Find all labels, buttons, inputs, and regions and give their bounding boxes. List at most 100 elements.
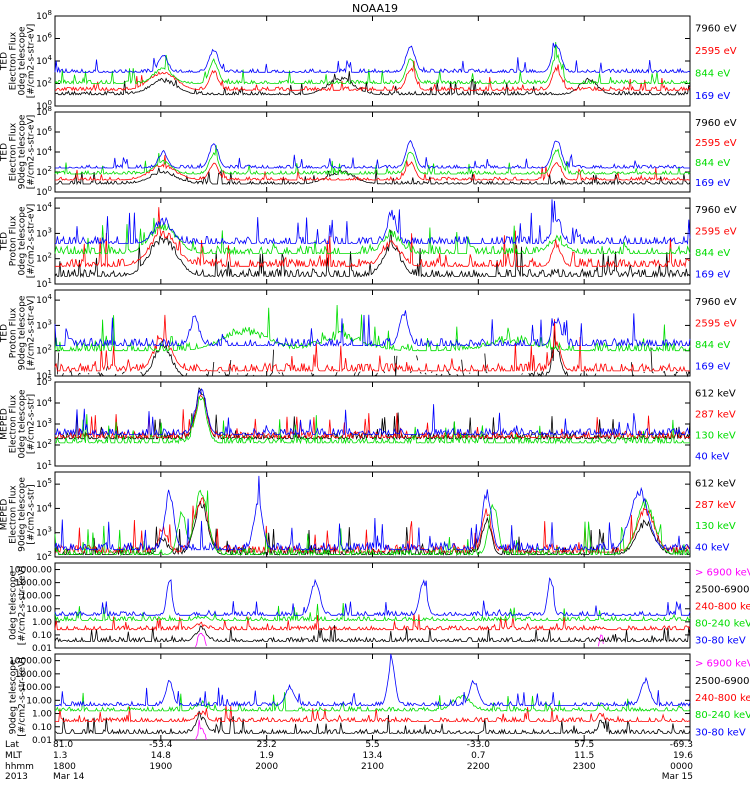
legend-entry: 40 keV <box>695 452 729 463</box>
y-axis-label: TEDElectron Flux90deg telescope[#/cm2-s-… <box>0 114 37 189</box>
series-trace <box>55 167 691 186</box>
ytick-label: 10.00 <box>26 696 52 706</box>
time-hhmm-label: 0000 <box>670 762 693 772</box>
ytick-label: 102 <box>36 550 52 563</box>
panel-frame <box>54 15 691 107</box>
legend-entry: 169 eV <box>695 361 730 372</box>
legend-entry: 80-240 keV <box>695 710 750 721</box>
legend-entry: 844 eV <box>695 158 730 169</box>
panel-1: 100 102 104 106 108 TEDElectron Flux0deg tele… <box>0 9 737 112</box>
ytick-label: 105 <box>36 375 52 388</box>
time-extra-label: Mar 15 <box>662 772 693 782</box>
series-trace <box>55 653 691 707</box>
legend-entry: 7960 eV <box>695 297 737 308</box>
time-row-label: hhmm <box>5 762 34 772</box>
series-trace <box>54 314 690 373</box>
time-mlt-label: 19.6 <box>673 751 693 761</box>
time-lat-label: -33.0 <box>467 740 491 750</box>
ytick-label: 1000.00 <box>15 579 52 589</box>
legend-entry: 2595 eV <box>695 46 737 57</box>
time-mlt-label: 14.8 <box>151 751 171 761</box>
series-trace <box>54 71 691 96</box>
legend-entry: 7960 eV <box>695 118 737 129</box>
legend-entry: 844 eV <box>695 248 730 259</box>
time-mlt-label: 1.9 <box>260 751 275 761</box>
legend-entry: 80-240 keV <box>695 619 750 630</box>
legend-entry: 612 keV <box>695 389 736 400</box>
series-trace <box>55 154 690 182</box>
ytick-label: 103 <box>36 226 52 239</box>
time-lat-label: 23.2 <box>257 740 277 750</box>
legend-entry: 844 eV <box>695 340 730 351</box>
panel-frame <box>54 381 691 467</box>
ytick-label: 100 <box>36 185 52 198</box>
series-trace <box>54 229 691 278</box>
ytick-label: 0.01 <box>32 736 52 746</box>
ytick-label: 100.00 <box>21 683 53 693</box>
legend-entry: 130 keV <box>695 521 736 532</box>
legend-entry: 30-80 keV <box>695 727 746 738</box>
panel-7: 0.01 0.10 1.00 10.00 100.00 1000.00 10000.000d… <box>9 562 750 654</box>
legend-entry: 169 eV <box>695 91 730 102</box>
legend-entry: 2595 eV <box>695 318 737 329</box>
ytick-label: 10000.00 <box>9 657 52 667</box>
y-axis-label: MEPEDElectron Flux0deg telescope[#/cm2-s… <box>0 389 37 459</box>
time-mlt-label: 13.4 <box>362 751 382 761</box>
series-trace <box>54 388 691 437</box>
ytick-label: 101 <box>36 277 52 290</box>
series-trace <box>54 692 691 713</box>
series-trace <box>54 602 691 622</box>
series-trace <box>54 625 691 644</box>
ytick-label: 101 <box>36 369 52 382</box>
legend-entry: 2595 eV <box>695 138 737 149</box>
series-trace <box>54 705 691 723</box>
series-trace <box>55 199 691 246</box>
legend-entry: 40 keV <box>695 542 729 553</box>
y-axis-label: 0deg telescope[#/cm2-s-str-keV] <box>9 566 28 645</box>
series-trace <box>54 41 691 86</box>
legend-entry: 240-800 keV <box>695 693 750 704</box>
time-hhmm-label: 2200 <box>467 762 490 772</box>
ytick-label: 102 <box>36 165 52 178</box>
ytick-label: 104 <box>36 54 52 67</box>
ytick-label: 102 <box>36 438 52 451</box>
time-hhmm-label: 1800 <box>53 762 76 772</box>
series-trace <box>54 310 691 348</box>
time-lat-label: -69.3 <box>670 740 693 750</box>
ytick-label: 102 <box>36 77 52 90</box>
legend-entry: > 6900 keV <box>695 568 750 579</box>
ytick-label: 108 <box>36 9 52 22</box>
y-axis-label: MEPEDElectron Flux90deg telescope[#/cm2-… <box>0 477 37 552</box>
ytick-label: 108 <box>36 105 52 118</box>
time-lat-label: 57.5 <box>574 740 594 750</box>
legend-entry: 169 eV <box>695 178 730 189</box>
series-trace <box>55 207 691 268</box>
legend-entry: 287 keV <box>695 500 736 511</box>
ytick-label: 105 <box>36 477 52 490</box>
legend-entry: 287 keV <box>695 410 736 421</box>
ytick-label: 104 <box>36 501 52 514</box>
ytick-label: 106 <box>36 32 52 45</box>
ytick-label: 0.10 <box>32 723 52 733</box>
y-axis-label: TEDProton Flux0deg telescope[#/cm2-s-str… <box>0 204 37 279</box>
ytick-label: 1000.00 <box>15 670 52 680</box>
legend-entry: 2500-6900 <box>695 676 750 687</box>
time-row-label: MLT <box>5 751 23 761</box>
panel-8: 0.01 0.10 1.00 10.00 100.00 1000.00 10000.0090… <box>9 653 750 746</box>
time-extra-label: Mar 14 <box>53 772 85 782</box>
series-trace <box>54 475 691 552</box>
ytick-label: 100.00 <box>21 592 53 602</box>
y-axis-label: TEDProton Flux90deg telescope[#/cm2-s-st… <box>0 295 37 370</box>
series-trace <box>195 720 620 740</box>
ytick-label: 102 <box>36 252 52 265</box>
series-trace <box>54 489 691 557</box>
time-mlt-label: 1.3 <box>53 751 67 761</box>
time-lat-label: 5.5 <box>365 740 379 750</box>
legend-entry: 7960 eV <box>695 23 737 34</box>
ytick-label: 1.00 <box>32 710 52 720</box>
